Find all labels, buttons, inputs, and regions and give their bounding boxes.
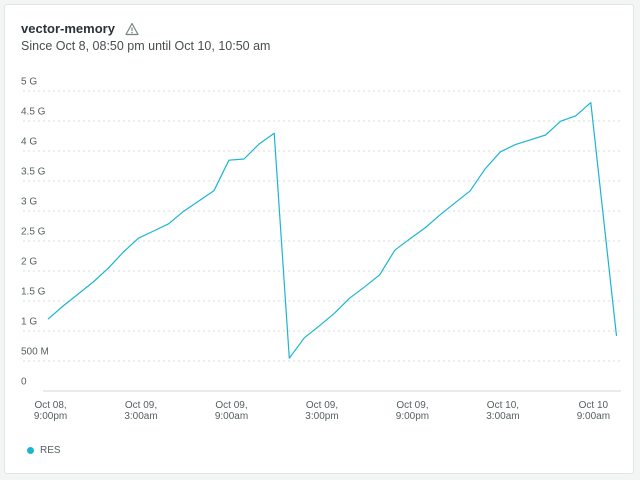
- legend[interactable]: RES: [27, 445, 61, 456]
- title-row: vector-memory: [21, 21, 139, 36]
- x-tick-label: Oct 10: [579, 400, 609, 411]
- x-tick-label: 9:00am: [215, 411, 248, 422]
- legend-swatch-res: [27, 447, 34, 454]
- y-tick-label: 4 G: [21, 137, 37, 148]
- x-tick-label: 9:00pm: [34, 411, 67, 422]
- series-line-res: [47, 102, 618, 359]
- warning-triangle-icon[interactable]: [125, 22, 139, 36]
- chart-title: vector-memory: [21, 21, 115, 36]
- x-tick-label: Oct 09,: [306, 400, 338, 411]
- y-tick-label: 1.5 G: [21, 287, 46, 298]
- y-tick-label: 1 G: [21, 317, 37, 328]
- x-tick-label: Oct 09,: [215, 400, 247, 411]
- time-range-subtitle: Since Oct 8, 08:50 pm until Oct 10, 10:5…: [21, 39, 271, 53]
- y-tick-label: 2 G: [21, 257, 37, 268]
- x-tick-label: 3:00pm: [305, 411, 338, 422]
- y-tick-label: 0: [21, 377, 27, 388]
- y-tick-label: 4.5 G: [21, 107, 46, 118]
- x-tick-label: 3:00am: [486, 411, 519, 422]
- x-tick-label: 9:00pm: [396, 411, 429, 422]
- x-tick-label: Oct 09,: [396, 400, 428, 411]
- y-tick-label: 500 M: [21, 347, 49, 358]
- x-tick-label: 9:00am: [577, 411, 610, 422]
- y-tick-label: 2.5 G: [21, 227, 46, 238]
- legend-label-res: RES: [40, 445, 61, 456]
- x-tick-label: 3:00am: [124, 411, 157, 422]
- x-tick-label: Oct 09,: [125, 400, 157, 411]
- y-tick-label: 3.5 G: [21, 167, 46, 178]
- x-tick-label: Oct 10,: [487, 400, 519, 411]
- y-tick-label: 3 G: [21, 197, 37, 208]
- chart-card: vector-memory Since Oct 8, 08:50 pm unti…: [4, 4, 634, 474]
- line-chart: 0 500 M 1 G 1.5 G 2 G 2.5 G 3 G 3.5 G 4 G 4.5 G 5 …: [21, 77, 621, 422]
- x-tick-label: Oct 08,: [34, 400, 66, 411]
- y-tick-label: 5 G: [21, 77, 37, 88]
